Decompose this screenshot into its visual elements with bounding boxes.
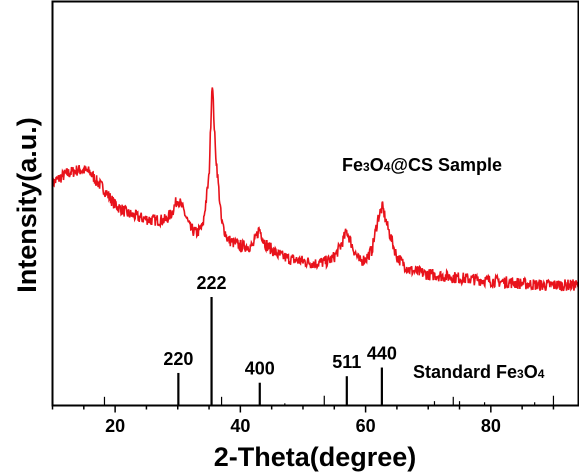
x-tick-label-80: 80	[481, 416, 501, 436]
peak-label-222: 222	[197, 273, 227, 293]
sample-series-layer	[51, 87, 579, 292]
x-axis-ticks: 20 40 60 80	[51, 405, 555, 436]
peak-label-511: 511	[332, 352, 361, 372]
peak-label-400: 400	[245, 359, 275, 379]
standard-legend-label: Standard Fe3O4	[413, 362, 545, 382]
y-axis-label: Intensity(a.u.)	[12, 117, 42, 293]
peak-label-440: 440	[367, 344, 397, 364]
plot-frame	[51, 0, 579, 407]
x-tick-label-20: 20	[105, 416, 125, 436]
x-axis-label: 2-Theta(degree)	[214, 442, 417, 472]
x-tick-label-40: 40	[230, 416, 250, 436]
standard-series-layer: 220 222 400 511 440	[103, 273, 555, 406]
peak-label-220: 220	[163, 349, 193, 369]
sample-series-line	[51, 87, 579, 292]
sample-legend-label: Fe3O4@CS Sample	[342, 155, 502, 175]
x-tick-label-60: 60	[356, 416, 376, 436]
